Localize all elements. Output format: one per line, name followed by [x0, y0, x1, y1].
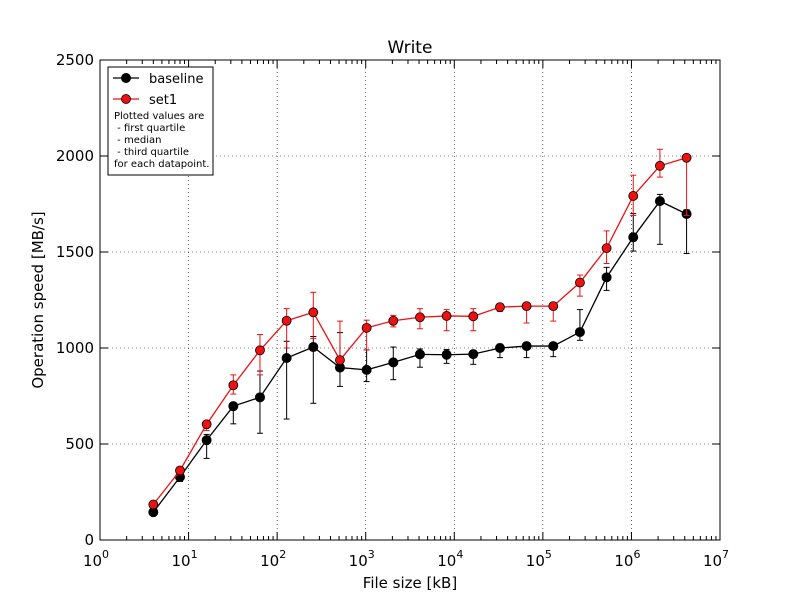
set1-point [548, 301, 559, 312]
legend-note-line-3: - median [114, 135, 161, 146]
set1-point [655, 160, 665, 171]
y-tick-label: 1500 [56, 243, 94, 261]
set1-point [681, 152, 692, 163]
set1-point [441, 311, 452, 321]
legend-label-set1: set1 [149, 93, 177, 108]
chart-title: Write [388, 38, 433, 58]
set1-point [281, 315, 292, 326]
baseline-point [628, 232, 639, 243]
baseline-point [494, 343, 505, 353]
baseline-point [654, 196, 665, 207]
y-axis-label: Operation speed [MB/s] [29, 211, 47, 388]
legend: baseline set1 Plotted values are - first… [107, 66, 214, 176]
legend-marker-baseline [121, 73, 131, 83]
legend-note-line-5: for each datapoint. [114, 159, 209, 170]
set1-point [175, 465, 185, 476]
baseline-point [468, 349, 479, 360]
set1-point [361, 322, 372, 333]
x-axis-label: File size [kB] [363, 574, 457, 592]
set1-point [601, 243, 612, 254]
baseline-point [308, 342, 319, 353]
series-layer [148, 148, 692, 518]
baseline-point [521, 341, 532, 352]
y-tick-label: 2000 [56, 147, 94, 165]
baseline-point [601, 272, 612, 283]
set1-point [575, 277, 585, 288]
set1-point [415, 312, 425, 323]
baseline-point [548, 341, 559, 352]
baseline-point [441, 349, 452, 360]
legend-note-line-2: - first quartile [114, 123, 185, 134]
set1-point [495, 302, 505, 313]
set1-point [148, 499, 159, 510]
y-tick-label: 0 [84, 531, 94, 549]
set1-point [228, 380, 239, 391]
set1-point [628, 191, 639, 201]
set1-point [335, 355, 345, 365]
baseline-point [414, 349, 425, 360]
legend-box [107, 66, 214, 176]
baseline-point [388, 357, 399, 368]
set1-point [308, 307, 319, 318]
set1-point [201, 419, 212, 430]
axis-ticks [99, 59, 721, 541]
baseline-point [254, 392, 265, 403]
set1-point [388, 315, 399, 326]
baseline-point [228, 401, 239, 412]
legend-note-line-4: - third quartile [114, 147, 189, 158]
set1-point [255, 345, 265, 356]
baseline-point [281, 352, 292, 363]
series-set1 [148, 148, 692, 510]
set1-point [468, 311, 479, 322]
baseline-point [201, 435, 212, 446]
y-tick-label: 500 [65, 435, 94, 453]
baseline-point [574, 327, 585, 338]
legend-marker-set1 [121, 94, 131, 104]
legend-label-baseline: baseline [149, 72, 203, 87]
y-tick-label: 1000 [56, 339, 94, 357]
y-tick-label: 2500 [56, 51, 94, 69]
plot-frame [99, 59, 721, 541]
set1-point [521, 301, 532, 312]
baseline-point [361, 364, 372, 375]
series-baseline [148, 193, 692, 518]
legend-note-line-1: Plotted values are [114, 111, 204, 122]
